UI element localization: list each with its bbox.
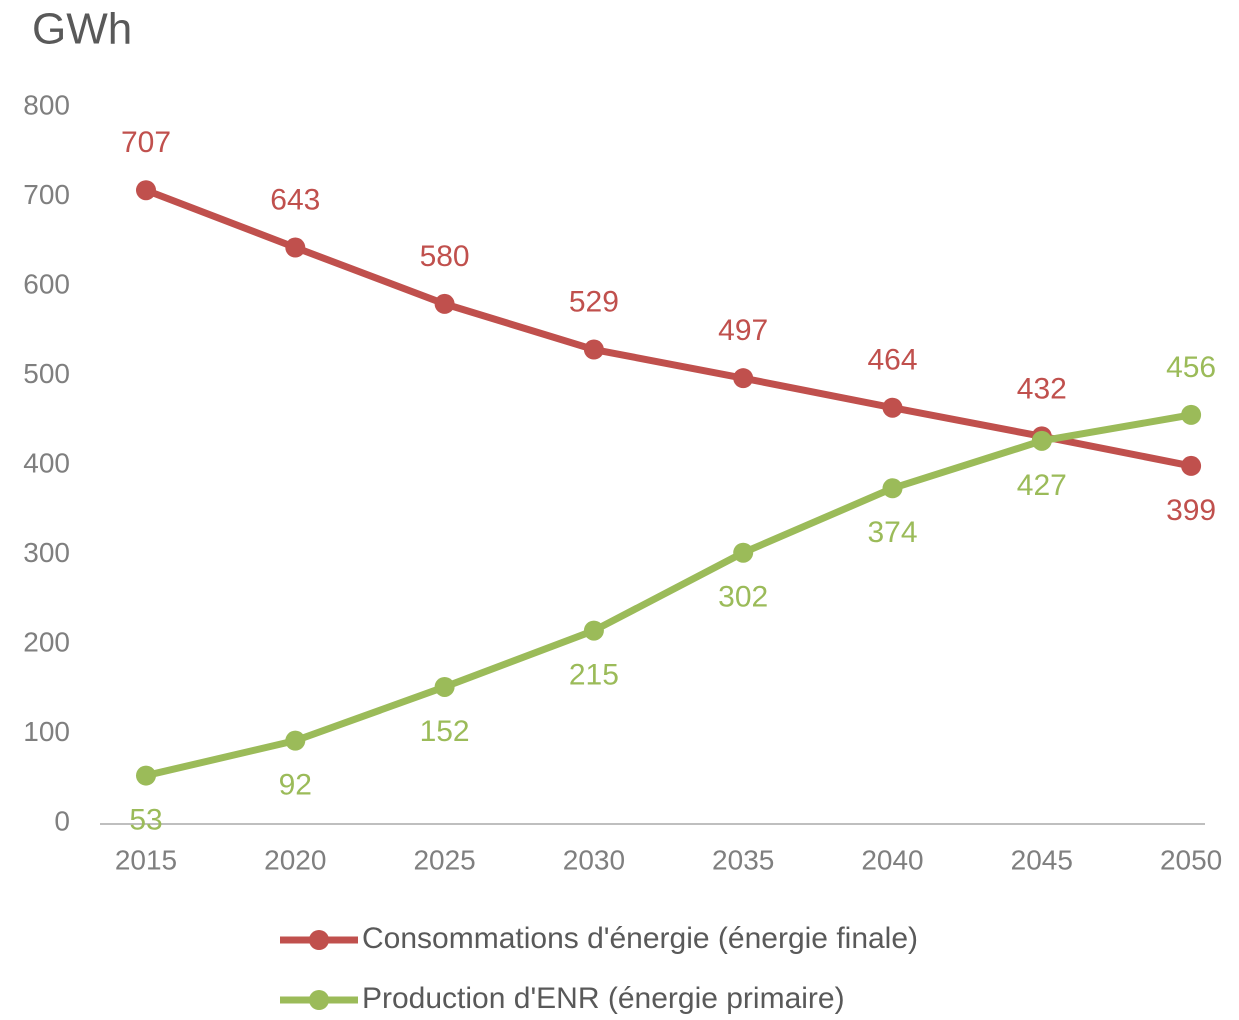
data-label: 427 <box>1017 469 1067 502</box>
y-tick-label: 700 <box>23 179 70 210</box>
data-label: 456 <box>1166 351 1216 384</box>
data-point <box>1181 404 1202 425</box>
data-point <box>285 730 306 751</box>
x-tick-label: 2025 <box>413 844 475 875</box>
x-tick-label: 2045 <box>1011 844 1073 875</box>
data-label: 399 <box>1166 494 1216 527</box>
y-tick-label: 800 <box>23 89 70 120</box>
data-point <box>583 339 604 360</box>
y-tick-label: 600 <box>23 268 70 299</box>
series-line <box>145 411 1192 779</box>
data-point <box>583 620 604 641</box>
data-point <box>136 765 156 786</box>
y-tick-label: 0 <box>54 805 70 836</box>
data-point <box>733 542 754 563</box>
legend-marker <box>309 990 329 1010</box>
data-label: 643 <box>270 183 320 216</box>
data-label: 92 <box>279 769 312 802</box>
data-point <box>434 293 455 314</box>
data-point <box>285 237 306 258</box>
x-tick-label: 2020 <box>264 844 326 875</box>
data-point <box>733 368 754 389</box>
x-tick-label: 2015 <box>115 844 177 875</box>
data-label: 529 <box>569 285 619 318</box>
x-tick-label: 2035 <box>712 844 774 875</box>
data-label: 707 <box>121 126 171 159</box>
legend-marker <box>309 930 329 950</box>
data-point <box>882 478 903 499</box>
legend-label: Consommations d'énergie (énergie finale) <box>362 922 918 955</box>
y-tick-label: 500 <box>23 358 70 389</box>
y-axis-label: GWh <box>32 5 132 54</box>
y-tick-label: 200 <box>23 626 70 657</box>
data-label: 432 <box>1017 372 1067 405</box>
data-point <box>1181 455 1202 476</box>
y-tick-label: 400 <box>23 447 70 478</box>
data-point <box>136 180 156 201</box>
data-label: 580 <box>420 240 470 273</box>
data-label: 53 <box>129 803 162 836</box>
data-label: 302 <box>718 581 768 614</box>
x-tick-label: 2050 <box>1160 844 1222 875</box>
data-point <box>434 676 455 697</box>
data-point <box>1031 430 1052 451</box>
data-label: 374 <box>867 516 917 549</box>
y-tick-label: 100 <box>23 716 70 747</box>
data-label: 464 <box>867 344 917 377</box>
x-tick-label: 2030 <box>563 844 625 875</box>
legend-label: Production d'ENR (énergie primaire) <box>362 982 845 1015</box>
data-label: 152 <box>420 715 470 748</box>
series-line <box>144 186 1192 470</box>
data-label: 497 <box>718 314 768 347</box>
x-tick-label: 2040 <box>861 844 923 875</box>
data-label: 215 <box>569 658 619 691</box>
data-point <box>882 397 903 418</box>
y-tick-label: 300 <box>23 537 70 568</box>
